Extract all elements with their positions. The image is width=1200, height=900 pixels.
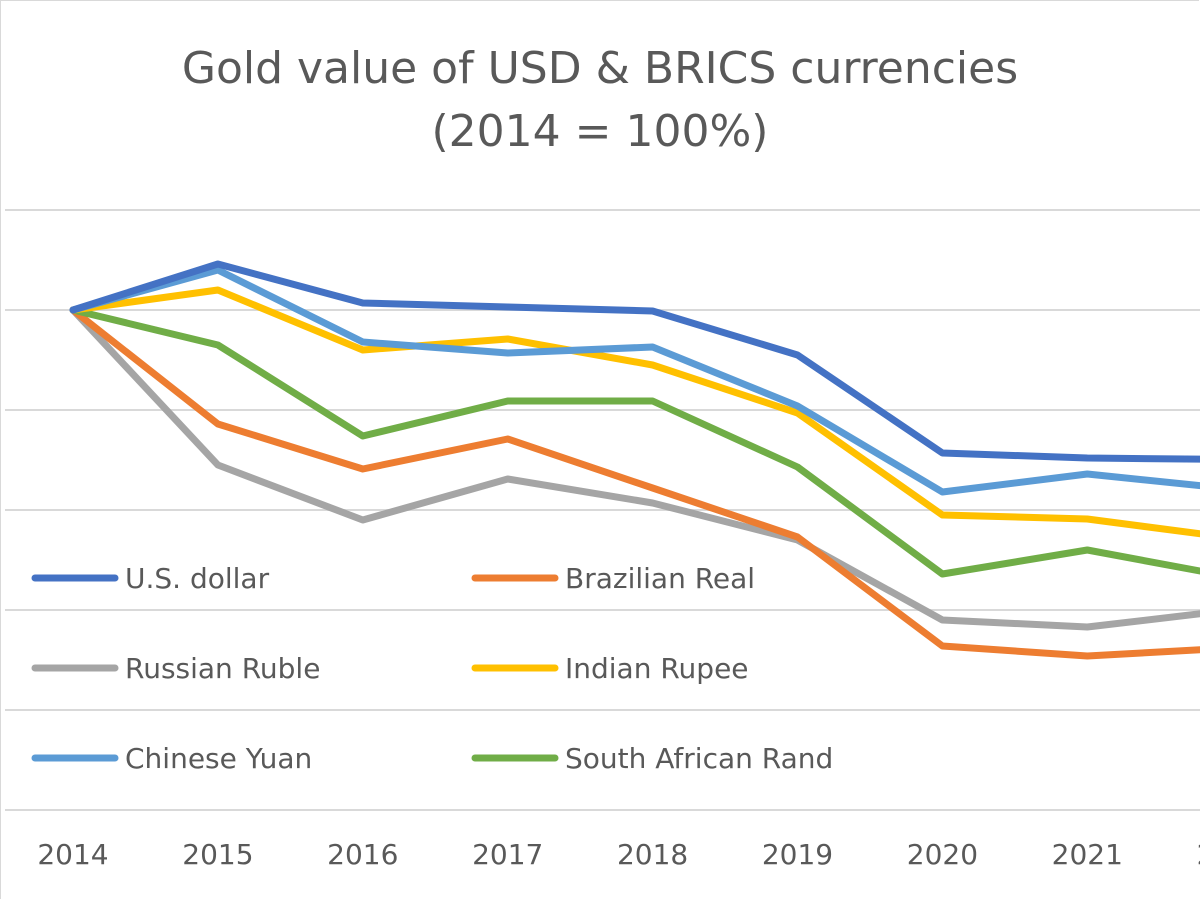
x-tick-label: 2014 [37, 838, 108, 871]
series-line-chinese-yuan [69, 266, 1200, 496]
series-line-south-african-rand [69, 306, 1200, 578]
series-lines [69, 260, 1200, 660]
legend-label: Brazilian Real [565, 562, 755, 595]
chart-title-line-2: (2014 = 100%) [432, 106, 769, 157]
x-tick-label: 2022 [1197, 838, 1200, 871]
legend-item: South African Rand [471, 742, 833, 775]
x-tick-label: 2015 [182, 838, 253, 871]
legend-item: Russian Ruble [31, 652, 320, 685]
legend-label: Russian Ruble [125, 652, 320, 685]
legend-label: Chinese Yuan [125, 742, 312, 775]
chart-title-line-1: Gold value of USD & BRICS currencies [182, 43, 1018, 94]
x-tick-label: 2020 [907, 838, 978, 871]
gridlines [5, 209, 1200, 811]
legend-label: Indian Rupee [565, 652, 749, 685]
series-line-u-s-dollar [69, 260, 1200, 463]
x-tick-label: 2021 [1052, 838, 1123, 871]
x-axis-labels: 2014 2015 2016 2017 2018 2019 2020 2021 2022 [37, 838, 1200, 871]
legend-item: Chinese Yuan [31, 742, 312, 775]
series-line-brazilian-real [69, 306, 1200, 660]
legend-item: Brazilian Real [471, 562, 755, 595]
x-tick-label: 2017 [472, 838, 543, 871]
legend-label: U.S. dollar [125, 562, 270, 595]
x-tick-label: 2018 [617, 838, 688, 871]
series-line-indian-rupee [69, 286, 1200, 538]
series-line-russian-ruble [69, 306, 1200, 631]
legend-item: U.S. dollar [31, 562, 270, 595]
x-tick-label: 2016 [327, 838, 398, 871]
x-tick-label: 2019 [762, 838, 833, 871]
legend-label: South African Rand [565, 742, 833, 775]
legend-item: Indian Rupee [471, 652, 749, 685]
legend: U.S. dollar Brazilian Real Russian Ruble In… [31, 562, 833, 775]
